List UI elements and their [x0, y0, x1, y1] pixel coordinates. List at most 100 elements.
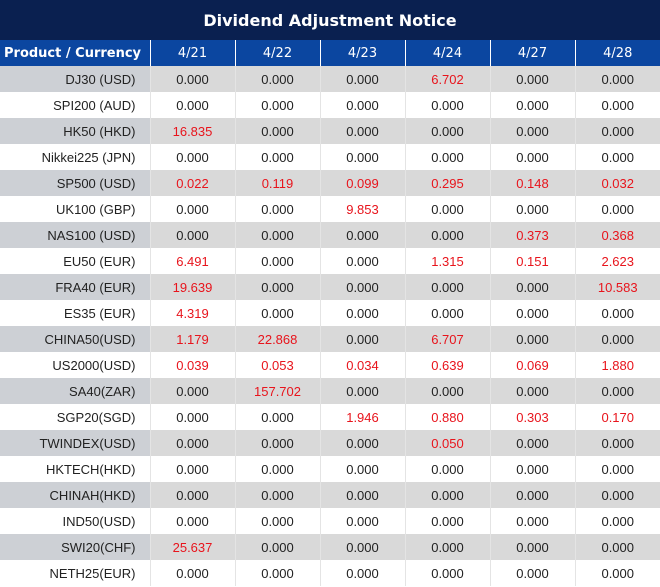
dividend-value: 0.000 — [234, 482, 320, 508]
dividend-value: 6.702 — [404, 66, 490, 92]
dividend-value: 0.032 — [574, 170, 660, 196]
dividend-value: 6.491 — [149, 248, 235, 274]
dividend-value: 0.000 — [574, 508, 660, 534]
page-title: Dividend Adjustment Notice — [0, 0, 660, 40]
dividend-value: 0.000 — [489, 118, 575, 144]
dividend-value: 0.022 — [149, 170, 235, 196]
dividend-value: 0.000 — [574, 430, 660, 456]
dividend-value: 0.069 — [489, 352, 575, 378]
dividend-value: 25.637 — [149, 534, 235, 560]
dividend-value: 0.000 — [489, 66, 575, 92]
dividend-value: 0.000 — [234, 534, 320, 560]
dividend-value: 0.000 — [404, 508, 490, 534]
dividend-value: 0.000 — [404, 274, 490, 300]
column-header-date: 4/27 — [489, 40, 575, 66]
dividend-value: 0.000 — [404, 118, 490, 144]
dividend-value: 0.000 — [319, 326, 405, 352]
dividend-value: 0.000 — [404, 92, 490, 118]
column-header-date: 4/22 — [234, 40, 320, 66]
table-row: UK100 (GBP) 0.000 0.000 9.853 0.000 0.000 0.00… — [0, 196, 660, 222]
dividend-value: 0.000 — [234, 456, 320, 482]
dividend-value: 16.835 — [149, 118, 235, 144]
dividend-value: 0.039 — [149, 352, 235, 378]
table-row: ES35 (EUR) 4.319 0.000 0.000 0.000 0.000 0.000 — [0, 300, 660, 326]
dividend-table: Product / Currency 4/21 4/22 4/23 4/24 4… — [0, 40, 660, 586]
dividend-value: 0.000 — [404, 456, 490, 482]
table-row: SWI20(CHF) 25.637 0.000 0.000 0.000 0.000 0.00… — [0, 534, 660, 560]
dividend-value: 0.000 — [149, 222, 235, 248]
product-name: SGP20(SGD) — [0, 404, 150, 430]
dividend-value: 0.000 — [149, 92, 235, 118]
dividend-value: 0.148 — [489, 170, 575, 196]
product-name: HK50 (HKD) — [0, 118, 150, 144]
dividend-value: 0.000 — [404, 196, 490, 222]
product-name: Nikkei225 (JPN) — [0, 144, 150, 170]
dividend-value: 0.000 — [234, 404, 320, 430]
table-row: SGP20(SGD) 0.000 0.000 1.946 0.880 0.303 0.170 — [0, 404, 660, 430]
dividend-value: 0.303 — [489, 404, 575, 430]
dividend-value: 0.000 — [404, 222, 490, 248]
product-name: UK100 (GBP) — [0, 196, 150, 222]
dividend-value: 0.000 — [574, 196, 660, 222]
dividend-value: 0.000 — [319, 118, 405, 144]
dividend-value: 0.119 — [234, 170, 320, 196]
dividend-value: 0.000 — [574, 92, 660, 118]
dividend-value: 0.000 — [234, 274, 320, 300]
product-name: IND50(USD) — [0, 508, 150, 534]
column-header-date: 4/24 — [404, 40, 490, 66]
dividend-value: 0.000 — [149, 430, 235, 456]
dividend-value: 0.000 — [319, 274, 405, 300]
dividend-value: 0.000 — [319, 430, 405, 456]
dividend-value: 0.000 — [234, 92, 320, 118]
table-row: Nikkei225 (JPN) 0.000 0.000 0.000 0.000 0.000… — [0, 144, 660, 170]
product-name: HKTECH(HKD) — [0, 456, 150, 482]
table-row: NETH25(EUR) 0.000 0.000 0.000 0.000 0.000 0.00… — [0, 560, 660, 586]
dividend-value: 9.853 — [319, 196, 405, 222]
dividend-value: 0.170 — [574, 404, 660, 430]
table-row: IND50(USD) 0.000 0.000 0.000 0.000 0.000 0.000 — [0, 508, 660, 534]
table-row: FRA40 (EUR) 19.639 0.000 0.000 0.000 0.000 10.… — [0, 274, 660, 300]
dividend-value: 4.319 — [149, 300, 235, 326]
dividend-value: 0.000 — [319, 300, 405, 326]
dividend-value: 0.000 — [489, 378, 575, 404]
dividend-value: 0.000 — [574, 378, 660, 404]
table-row: US2000(USD) 0.039 0.053 0.034 0.639 0.069 1.88… — [0, 352, 660, 378]
dividend-value: 0.000 — [404, 560, 490, 586]
product-name: SWI20(CHF) — [0, 534, 150, 560]
dividend-value: 2.623 — [574, 248, 660, 274]
column-header-date: 4/28 — [574, 40, 660, 66]
dividend-value: 0.295 — [404, 170, 490, 196]
dividend-value: 0.000 — [404, 482, 490, 508]
dividend-value: 0.000 — [574, 482, 660, 508]
column-header-product: Product / Currency — [0, 40, 150, 66]
product-name: DJ30 (USD) — [0, 66, 150, 92]
dividend-value: 10.583 — [574, 274, 660, 300]
dividend-value: 0.000 — [319, 534, 405, 560]
table-row: CHINA50(USD) 1.179 22.868 0.000 6.707 0.000 0.… — [0, 326, 660, 352]
dividend-value: 0.639 — [404, 352, 490, 378]
dividend-value: 0.880 — [404, 404, 490, 430]
table-row: DJ30 (USD) 0.000 0.000 0.000 6.702 0.000 0.000 — [0, 66, 660, 92]
dividend-value: 0.000 — [574, 118, 660, 144]
dividend-value: 0.000 — [574, 66, 660, 92]
dividend-value: 0.000 — [489, 92, 575, 118]
table-row: HKTECH(HKD) 0.000 0.000 0.000 0.000 0.000 0.00… — [0, 456, 660, 482]
dividend-value: 0.050 — [404, 430, 490, 456]
dividend-value: 1.880 — [574, 352, 660, 378]
dividend-value: 0.000 — [149, 508, 235, 534]
dividend-value: 0.000 — [319, 560, 405, 586]
dividend-value: 0.000 — [574, 534, 660, 560]
dividend-value: 0.000 — [149, 66, 235, 92]
dividend-value: 0.368 — [574, 222, 660, 248]
dividend-value: 0.000 — [149, 196, 235, 222]
dividend-value: 0.000 — [404, 144, 490, 170]
dividend-value: 0.000 — [319, 92, 405, 118]
dividend-value: 0.000 — [234, 66, 320, 92]
product-name: FRA40 (EUR) — [0, 274, 150, 300]
dividend-value: 0.373 — [489, 222, 575, 248]
dividend-value: 0.000 — [149, 404, 235, 430]
product-name: SPI200 (AUD) — [0, 92, 150, 118]
dividend-value: 0.000 — [319, 248, 405, 274]
dividend-value: 0.000 — [234, 560, 320, 586]
header-row: Product / Currency 4/21 4/22 4/23 4/24 4… — [0, 40, 660, 66]
